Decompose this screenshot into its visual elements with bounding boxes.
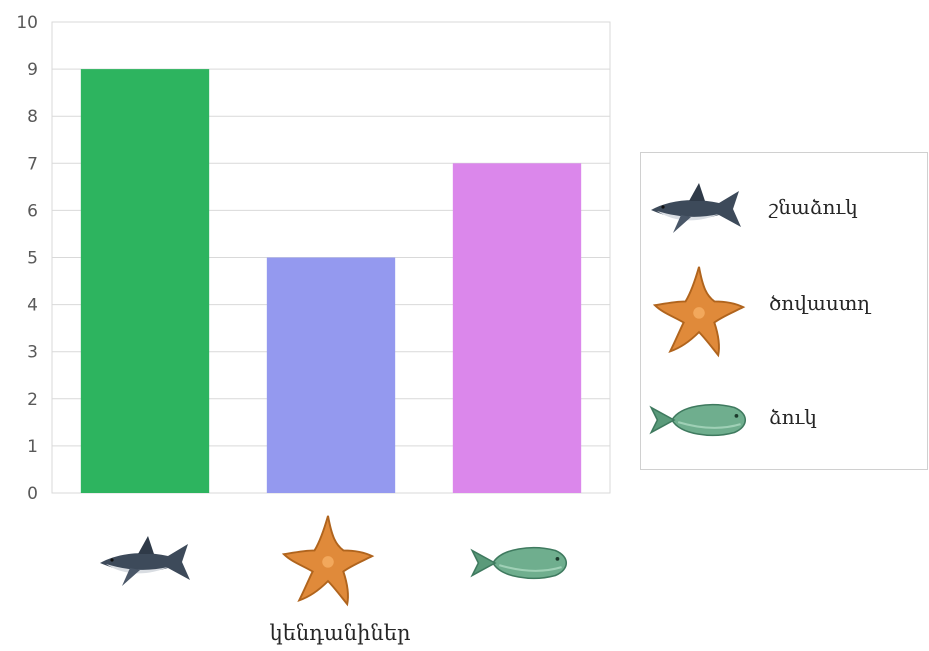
bar-shark	[80, 69, 210, 493]
fish-icon	[471, 546, 568, 580]
y-tick-label: 9	[27, 60, 38, 80]
y-tick-label: 1	[27, 437, 38, 457]
bar-fish	[452, 163, 582, 494]
bar-starfish	[266, 257, 396, 493]
starfish-icon	[653, 265, 745, 357]
y-tick-label: 2	[27, 390, 38, 410]
bars	[80, 69, 582, 494]
y-tick-label: 5	[27, 249, 38, 269]
legend-label-fish: ձուկ	[769, 405, 817, 429]
y-tick-label: 8	[27, 107, 38, 127]
shark-icon	[651, 183, 741, 233]
y-tick-label: 7	[27, 154, 38, 174]
y-axis: 0 1 2 3 4 5 6 7 8 9 10	[16, 13, 38, 504]
legend-label-shark: շնաձուկ	[769, 195, 858, 219]
x-axis-title: կենդանիներ	[270, 621, 411, 645]
y-tick-label: 10	[16, 13, 38, 33]
legend-label-starfish: ծովաստղ	[769, 291, 871, 315]
legend: շնաձուկ ծովաստղ ձուկ	[640, 152, 928, 470]
y-tick-label: 0	[27, 484, 38, 504]
y-tick-label: 4	[27, 296, 38, 316]
x-axis-icons	[100, 514, 568, 606]
legend-item-shark: շնաձուկ	[641, 175, 927, 245]
fish-icon	[650, 403, 747, 437]
shark-icon	[100, 536, 190, 586]
y-tick-label: 6	[27, 201, 38, 221]
y-tick-label: 3	[27, 343, 38, 363]
legend-item-starfish: ծովաստղ	[641, 261, 927, 357]
starfish-icon	[282, 514, 374, 606]
legend-item-fish: ձուկ	[641, 395, 927, 465]
